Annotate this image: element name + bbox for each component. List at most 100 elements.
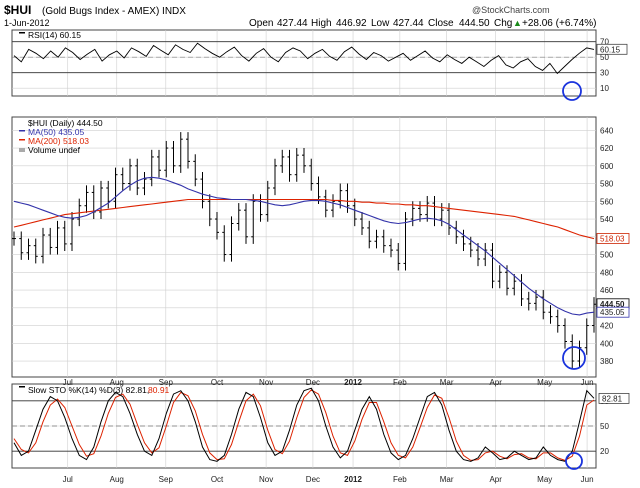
price-bar	[251, 194, 256, 244]
grid-layer	[12, 30, 596, 468]
sto-x-tick-label: Jul	[63, 475, 73, 484]
price-y-tick-label: 620	[600, 144, 614, 153]
price-bar	[563, 318, 567, 349]
price-bar	[135, 158, 140, 196]
rsi-y-tick-label: 50	[600, 53, 609, 62]
price-y-tick-label: 540	[600, 215, 614, 224]
sto-k-swatch	[19, 386, 25, 388]
price-bar	[193, 154, 198, 187]
price-bar	[396, 243, 401, 271]
price-y-tick-label: 400	[600, 339, 614, 348]
price-x-tick-label: Feb	[393, 378, 407, 387]
rsi-panel-frame	[11, 29, 597, 97]
sto-x-tick-label: Jun	[581, 475, 594, 484]
price-bar	[483, 243, 488, 267]
sto-x-tick-label: Aug	[110, 475, 124, 484]
price-bar	[157, 149, 161, 178]
price-bar	[236, 203, 241, 231]
price-bar	[461, 229, 466, 251]
price-y-tick-label: 580	[600, 180, 614, 189]
date-label: 1-Jun-2012	[4, 18, 50, 28]
price-panel-frame	[11, 116, 597, 378]
ma50-line	[13, 176, 595, 316]
price-bar	[164, 140, 169, 178]
price-bar	[178, 132, 183, 173]
price-bar	[526, 291, 531, 311]
price-bar	[215, 211, 219, 240]
sto-y-tick-label: 50	[600, 422, 609, 431]
price-y-tick-label: 480	[600, 268, 614, 277]
price-bar	[273, 158, 277, 196]
rsi-last-box: 60.15	[596, 43, 628, 55]
price-bar	[592, 297, 596, 333]
sto-x-tick-label: Dec	[306, 475, 320, 484]
price-y-tick-label: 500	[600, 251, 614, 260]
price-legend: $HUI (Daily) 444.50	[28, 118, 103, 128]
price-bar	[33, 238, 38, 264]
price-bar	[287, 149, 292, 182]
price-x-tick-label: Nov	[259, 378, 273, 387]
price-bar	[584, 318, 589, 355]
price-bar	[403, 211, 408, 271]
price-bar	[84, 185, 89, 213]
price-bar	[62, 220, 67, 251]
price-last-value: 444.50	[600, 300, 625, 309]
series-layer	[12, 42, 596, 462]
price-bar	[48, 227, 53, 255]
price-highlight-circle	[562, 346, 586, 370]
price-bar	[200, 172, 205, 209]
sto-k-line	[13, 387, 595, 462]
price-bar	[265, 180, 270, 222]
rsi-y-tick-label: 10	[600, 84, 609, 93]
ma50-swatch	[19, 130, 25, 132]
sto-x-tick-label: May	[537, 475, 552, 484]
sto-x-tick-label: Nov	[259, 475, 273, 484]
symbol-label: $HUI	[4, 3, 31, 17]
price-x-tick-label: May	[537, 378, 552, 387]
sto-y-tick-label: 20	[600, 447, 609, 456]
sto-x-tick-label: Oct	[211, 475, 224, 484]
price-bar	[120, 167, 125, 191]
price-bar	[222, 225, 227, 262]
price-bar	[280, 149, 285, 173]
price-bar	[570, 334, 575, 369]
close-value: 444.50	[459, 18, 490, 29]
price-bar	[512, 274, 517, 296]
price-legend-swatch-bg	[13, 120, 25, 128]
ma200-line	[13, 198, 595, 240]
price-y-tick-label: 560	[600, 197, 614, 206]
price-bar	[439, 203, 444, 227]
price-x-tick-label: Oct	[211, 378, 224, 387]
chg-value: +28.06 (+6.74%)	[522, 18, 597, 29]
price-bar	[55, 220, 60, 255]
price-bar	[99, 180, 103, 220]
price-x-tick-label: Mar	[440, 378, 454, 387]
ma200-last-value: 518.03	[600, 235, 625, 244]
low-label: Low	[371, 18, 390, 29]
price-bar	[302, 148, 306, 173]
sto-x-tick-label: Feb	[393, 475, 407, 484]
sto-x-tick-label: Apr	[489, 475, 502, 484]
price-bar	[113, 167, 118, 209]
price-bar	[186, 132, 190, 169]
volume-legend: Volume undef	[28, 145, 81, 155]
open-label: Open	[249, 18, 273, 29]
price-bar	[389, 238, 393, 258]
chg-label: Chg	[494, 18, 512, 29]
close-label: Close	[428, 18, 454, 29]
price-x-tick-label: Jun	[581, 378, 594, 387]
high-value: 446.92	[336, 18, 367, 29]
price-bar	[352, 198, 357, 227]
open-value: 427.44	[277, 18, 308, 29]
price-bar	[142, 172, 147, 196]
price-x-tick-label: Sep	[159, 378, 174, 387]
price-bar	[381, 229, 386, 253]
price-bar	[360, 211, 364, 236]
sto-last-box: 82.81	[598, 392, 630, 404]
price-y-tick-label: 640	[600, 126, 614, 135]
price-bar	[12, 231, 16, 246]
price-bar	[410, 201, 415, 227]
price-bar	[331, 194, 335, 218]
sto-highlight-circle	[565, 452, 583, 470]
